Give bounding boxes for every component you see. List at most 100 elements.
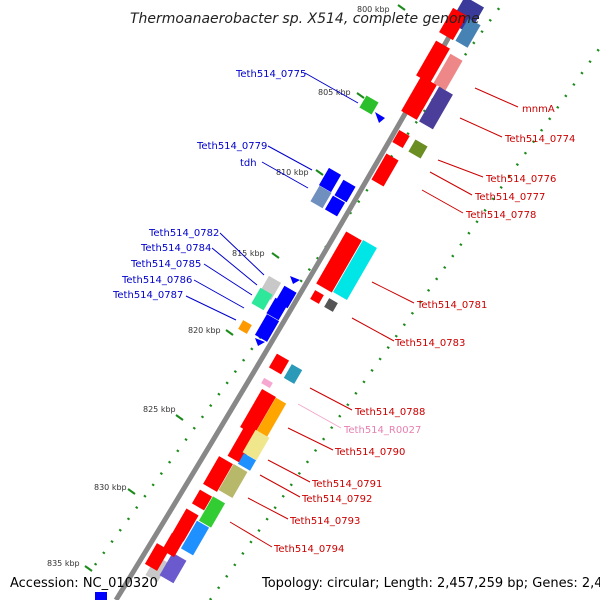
gene-label-right[interactable]: Teth514_0777 bbox=[474, 192, 545, 203]
gene-box[interactable] bbox=[191, 489, 213, 511]
leader-line bbox=[185, 295, 237, 321]
gene-label-right[interactable]: Teth514_0776 bbox=[485, 174, 556, 185]
right-leader-lines bbox=[229, 87, 519, 548]
gene-box[interactable] bbox=[401, 76, 437, 120]
topology-summary: Topology: circular; Length: 2,457,259 bp… bbox=[261, 576, 600, 591]
tick-mark bbox=[356, 92, 365, 99]
gene-label-left[interactable]: Teth514_0786 bbox=[121, 275, 192, 286]
leader-line bbox=[304, 72, 359, 104]
rna-label[interactable]: Teth514_R0027 bbox=[343, 425, 421, 436]
tick-label-835: 835 kbp bbox=[47, 559, 80, 568]
leader-line bbox=[259, 474, 301, 498]
gene-label-left[interactable]: tdh bbox=[240, 158, 257, 169]
gene-label-right[interactable]: Teth514_0788 bbox=[354, 407, 425, 418]
gene-box[interactable] bbox=[408, 139, 428, 159]
gene-box[interactable] bbox=[455, 18, 481, 48]
accession-text: Accession: NC_010320 bbox=[10, 576, 158, 591]
gene-label-left[interactable]: Teth514_0787 bbox=[112, 290, 183, 301]
gene-box[interactable] bbox=[371, 153, 399, 187]
gene-label-right[interactable]: Teth514_0778 bbox=[465, 210, 536, 221]
gene-box[interactable] bbox=[180, 520, 210, 556]
leader-line bbox=[421, 189, 464, 214]
gene-box[interactable] bbox=[144, 543, 170, 571]
tick-label-800: 800 kbp bbox=[357, 5, 390, 14]
leader-line bbox=[267, 145, 313, 171]
leader-line bbox=[309, 387, 353, 411]
gene-arrow[interactable] bbox=[255, 338, 265, 346]
gene-box[interactable] bbox=[171, 508, 199, 542]
tick-label-810: 810 kbp bbox=[276, 168, 309, 177]
gene-box[interactable] bbox=[439, 7, 467, 41]
gene-box[interactable] bbox=[283, 364, 303, 384]
leader-line-rna bbox=[297, 403, 342, 429]
gene-box[interactable] bbox=[240, 388, 276, 436]
leader-line bbox=[261, 161, 309, 189]
gene-box[interactable] bbox=[159, 552, 187, 584]
gene-box[interactable] bbox=[334, 179, 356, 203]
gene-box[interactable] bbox=[238, 320, 252, 334]
gene-box[interactable] bbox=[310, 185, 332, 209]
leader-line bbox=[219, 232, 265, 276]
leader-line bbox=[229, 521, 273, 548]
gene-label-right[interactable]: Teth514_0774 bbox=[504, 134, 575, 145]
tick-label-815: 815 kbp bbox=[232, 249, 265, 258]
gene-box[interactable] bbox=[419, 86, 453, 130]
gene-box[interactable] bbox=[227, 426, 259, 464]
gene-box[interactable] bbox=[218, 464, 248, 498]
forward-strand-genes bbox=[144, 7, 481, 571]
gene-box[interactable] bbox=[95, 592, 107, 600]
leader-line bbox=[429, 171, 473, 196]
gene-label-left[interactable]: Teth514_0782 bbox=[148, 228, 219, 239]
tick-mark bbox=[271, 252, 280, 259]
gene-box[interactable] bbox=[237, 453, 257, 471]
gene-box[interactable] bbox=[359, 95, 379, 115]
gene-arrow[interactable] bbox=[375, 112, 385, 123]
gene-box[interactable] bbox=[198, 496, 226, 528]
gene-label-right[interactable]: Teth514_0793 bbox=[289, 516, 360, 527]
gene-box[interactable] bbox=[318, 167, 342, 193]
gene-label-right[interactable]: mnmA bbox=[522, 104, 555, 115]
gene-box[interactable] bbox=[316, 231, 362, 293]
gene-box[interactable] bbox=[433, 53, 463, 91]
gene-box[interactable] bbox=[324, 195, 346, 217]
gene-label-left[interactable]: Teth514_0784 bbox=[140, 243, 211, 254]
gene-box[interactable] bbox=[324, 298, 338, 312]
gene-box[interactable] bbox=[251, 287, 273, 311]
left-leader-lines bbox=[185, 72, 359, 321]
leader-line bbox=[474, 87, 519, 108]
leader-line bbox=[247, 497, 289, 520]
gene-box[interactable] bbox=[242, 429, 270, 461]
gene-box[interactable] bbox=[255, 397, 287, 439]
tick-mark bbox=[84, 565, 93, 572]
leader-line bbox=[437, 159, 484, 178]
gene-label-right[interactable]: Teth514_0791 bbox=[311, 479, 382, 490]
leader-line bbox=[267, 459, 311, 483]
leader-line bbox=[211, 247, 258, 286]
gene-label-right[interactable]: Teth514_0792 bbox=[301, 494, 372, 505]
leader-line bbox=[351, 317, 395, 342]
leader-line bbox=[371, 281, 415, 304]
gene-label-right[interactable]: Teth514_0790 bbox=[334, 447, 405, 458]
tick-mark bbox=[127, 488, 136, 495]
gene-box[interactable] bbox=[333, 240, 377, 300]
gene-label-left[interactable]: Teth514_0775 bbox=[235, 69, 306, 80]
gene-box[interactable] bbox=[266, 297, 288, 321]
tick-label-805: 805 kbp bbox=[318, 88, 351, 97]
tick-mark bbox=[225, 329, 234, 336]
gene-box[interactable] bbox=[416, 40, 450, 84]
gene-label-right[interactable]: Teth514_0783 bbox=[394, 338, 465, 349]
gene-box[interactable] bbox=[310, 290, 324, 304]
gene-box[interactable] bbox=[254, 314, 280, 342]
leader-line bbox=[193, 279, 245, 309]
gene-arrow[interactable] bbox=[290, 276, 300, 284]
gene-label-right[interactable]: Teth514_0781 bbox=[416, 300, 487, 311]
gene-label-left[interactable]: Teth514_0785 bbox=[130, 259, 201, 270]
tick-mark bbox=[175, 414, 184, 421]
gene-box[interactable] bbox=[261, 377, 273, 389]
gene-label-right[interactable]: Teth514_0794 bbox=[273, 544, 344, 555]
map-title: Thermoanaerobacter sp. X514, complete ge… bbox=[130, 11, 480, 27]
gene-box[interactable] bbox=[392, 129, 410, 149]
gene-box[interactable] bbox=[203, 456, 233, 492]
gene-label-left[interactable]: Teth514_0779 bbox=[196, 141, 267, 152]
gene-box[interactable] bbox=[268, 353, 290, 375]
